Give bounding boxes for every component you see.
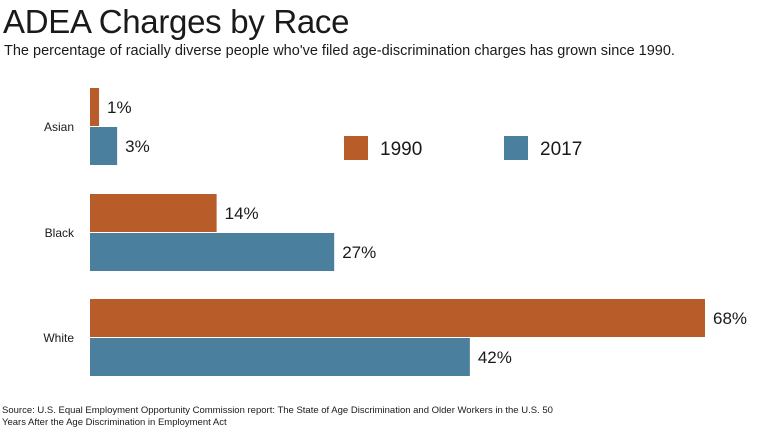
legend-label-1990: 1990 bbox=[380, 139, 422, 160]
source-note: Source: U.S. Equal Employment Opportunit… bbox=[2, 405, 553, 428]
bar-black-1990 bbox=[90, 194, 217, 232]
bar-asian-1990 bbox=[90, 88, 100, 126]
category-label-asian: Asian bbox=[44, 120, 74, 134]
data-label-asian-1990: 1% bbox=[107, 98, 132, 117]
legend-swatch-2017 bbox=[504, 136, 528, 160]
data-label-white-1990: 68% bbox=[713, 309, 747, 328]
data-label-asian-2017: 3% bbox=[125, 137, 150, 156]
bar-white-2017 bbox=[90, 338, 470, 376]
chart-subtitle: The percentage of racially diverse peopl… bbox=[4, 43, 675, 59]
bar-white-1990 bbox=[90, 299, 705, 337]
data-label-white-2017: 42% bbox=[478, 348, 512, 367]
bar-black-2017 bbox=[90, 233, 335, 271]
category-label-black: Black bbox=[45, 226, 75, 240]
legend-label-2017: 2017 bbox=[540, 139, 582, 160]
chart-title: ADEA Charges by Race bbox=[3, 3, 350, 40]
legend-swatch-1990 bbox=[344, 136, 368, 160]
data-label-black-2017: 27% bbox=[342, 243, 376, 262]
bar-asian-2017 bbox=[90, 127, 118, 165]
category-label-white: White bbox=[43, 331, 74, 345]
data-label-black-1990: 14% bbox=[225, 204, 259, 223]
